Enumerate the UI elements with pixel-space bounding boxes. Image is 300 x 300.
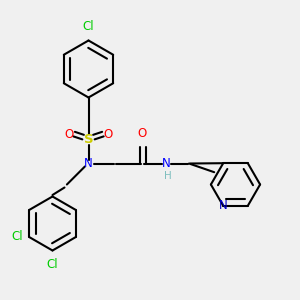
Text: S: S bbox=[84, 133, 93, 146]
Text: N: N bbox=[219, 199, 228, 212]
Text: Cl: Cl bbox=[47, 258, 58, 271]
Text: O: O bbox=[138, 128, 147, 140]
Text: N: N bbox=[162, 157, 171, 170]
Text: Cl: Cl bbox=[11, 230, 23, 244]
Text: H: H bbox=[164, 171, 172, 181]
Text: O: O bbox=[103, 128, 112, 141]
Text: O: O bbox=[64, 128, 74, 141]
Text: N: N bbox=[84, 157, 93, 170]
Text: Cl: Cl bbox=[83, 20, 94, 33]
